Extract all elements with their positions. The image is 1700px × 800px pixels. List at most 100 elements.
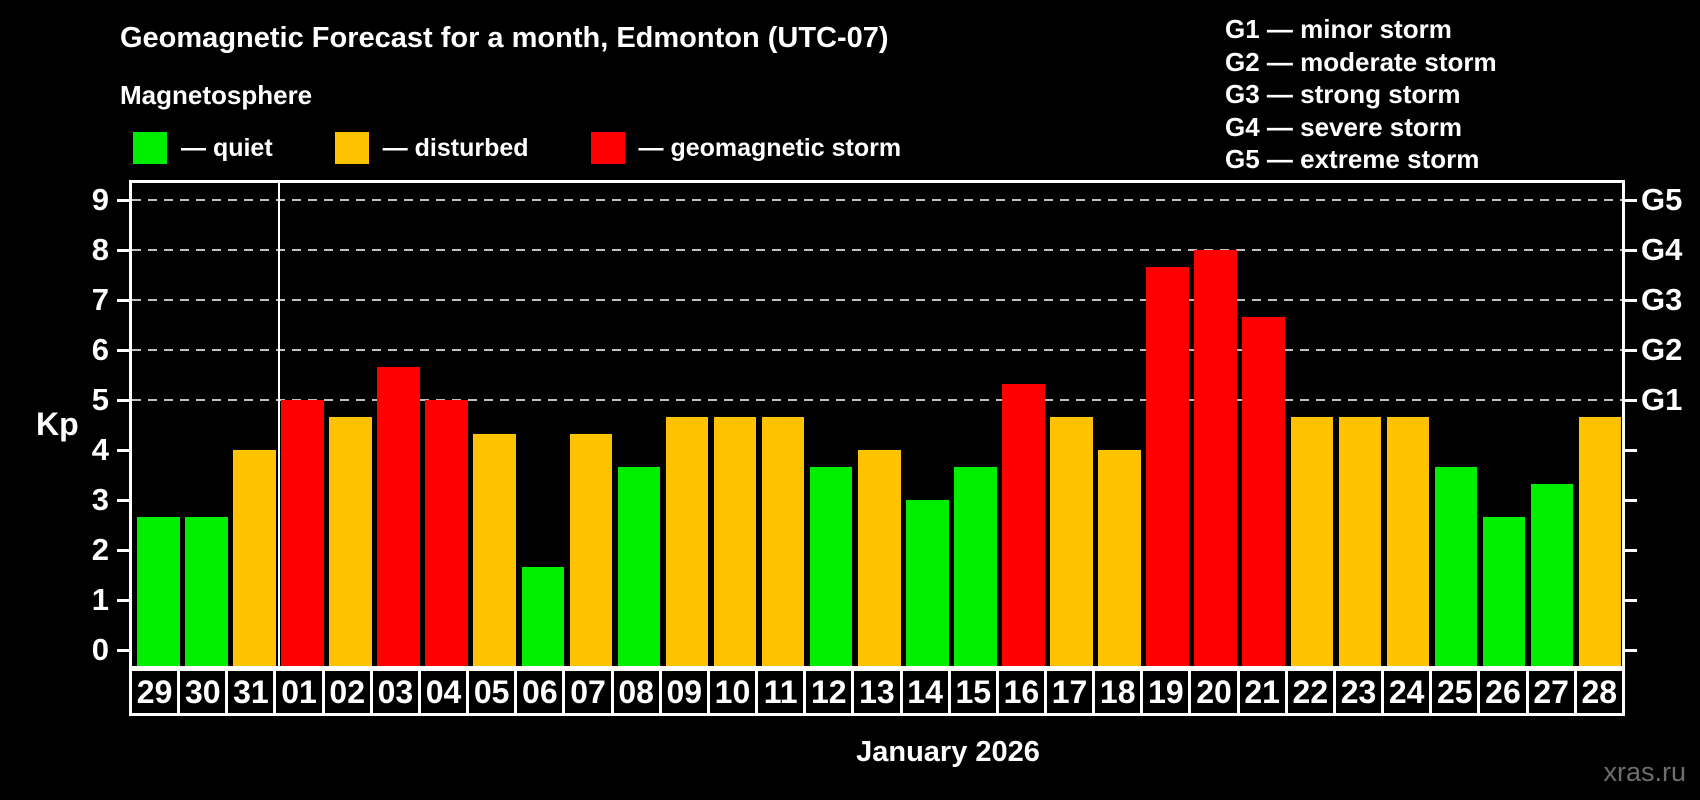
day-label-14: 14 (899, 668, 951, 716)
bar-day-08 (617, 466, 661, 666)
right-axis-label-g4: G4 (1641, 232, 1683, 267)
magnetosphere-label: Magnetosphere (120, 80, 313, 110)
month-separator-line (277, 183, 281, 666)
y-axis-tick-label-6: 6 (91, 332, 109, 367)
gridline-kp5 (132, 399, 1622, 401)
legend-label-quiet: — quiet (181, 133, 273, 162)
y-axis-tick-right-0 (1625, 648, 1637, 652)
y-axis-tick-right-1 (1625, 598, 1637, 602)
legend-label-disturbed: — disturbed (382, 133, 529, 162)
day-label-27: 27 (1525, 668, 1577, 716)
y-axis-tick-label-3: 3 (91, 482, 109, 517)
bar-day-15 (954, 466, 997, 666)
bar-day-05 (473, 433, 516, 666)
quiet-color-swatch-icon (133, 132, 167, 164)
watermark: xras.ru (1603, 757, 1686, 787)
bar-day-30 (185, 516, 228, 666)
legend-item-storm: — geomagnetic storm (590, 132, 901, 164)
legend-item-quiet: — quiet (133, 132, 273, 164)
gridline-kp7 (132, 299, 1622, 301)
y-axis-tick-label-0: 0 (91, 632, 109, 667)
disturbed-color-swatch-icon (334, 132, 369, 164)
g-scale-item-g5: G5 — extreme storm (1225, 144, 1480, 174)
day-label-11: 11 (755, 668, 807, 716)
day-label-04: 04 (417, 668, 470, 716)
day-label-03: 03 (369, 668, 421, 716)
x-axis-title: January 2026 (856, 736, 1040, 768)
g-scale-item-g4: G4 — severe storm (1225, 111, 1463, 142)
day-label-16: 16 (995, 668, 1047, 716)
right-axis-label-g5: G5 (1641, 182, 1683, 217)
day-label-29: 29 (129, 668, 181, 716)
y-axis-tick-label-4: 4 (91, 432, 109, 467)
day-label-22: 22 (1284, 668, 1336, 716)
bar-day-01 (281, 400, 324, 666)
bar-day-26 (1482, 516, 1526, 666)
y-axis-tick-label-8: 8 (91, 232, 109, 267)
y-axis-tick-right-8 (1625, 248, 1637, 252)
plot-area (129, 180, 1625, 669)
bar-day-18 (1098, 450, 1141, 666)
y-axis-tick-left-7 (117, 298, 129, 302)
gridline-kp8 (132, 249, 1622, 251)
bar-day-31 (233, 450, 276, 666)
bar-day-23 (1338, 416, 1382, 666)
bar-day-09 (665, 416, 709, 666)
chart-title: Geomagnetic Forecast for a month, Edmont… (120, 22, 889, 54)
y-axis-tick-left-1 (117, 598, 129, 602)
legend-item-disturbed: — disturbed (334, 132, 529, 164)
day-label-30: 30 (177, 668, 229, 716)
bar-day-06 (521, 566, 565, 666)
day-label-09: 09 (658, 668, 710, 716)
y-axis-tick-left-2 (117, 548, 129, 552)
y-axis-tick-label-7: 7 (91, 282, 109, 317)
y-axis-tick-right-5 (1625, 398, 1637, 402)
bar-day-29 (137, 516, 180, 666)
y-axis-tick-right-3 (1625, 498, 1637, 502)
y-axis-tick-left-8 (117, 248, 129, 252)
bar-day-13 (857, 450, 901, 666)
bar-day-04 (425, 400, 468, 666)
x-axis-day-row: 29 30 31 01 02 03 04 05 06 07 08 09 10 11 12 13 14 15 16 17… (129, 668, 1625, 716)
bar-day-16 (1002, 383, 1045, 666)
y-axis-tick-label-9: 9 (91, 182, 109, 217)
day-label-24: 24 (1381, 668, 1433, 716)
day-label-19: 19 (1140, 668, 1192, 716)
day-label-08: 08 (610, 668, 662, 716)
bar-day-21 (1242, 316, 1286, 666)
gridline-kp6 (132, 349, 1622, 351)
day-label-31: 31 (225, 668, 277, 716)
y-axis-tick-right-4 (1625, 448, 1637, 452)
bar-day-28 (1578, 416, 1622, 666)
day-label-18: 18 (1092, 668, 1144, 716)
day-label-05: 05 (466, 668, 518, 716)
day-label-07: 07 (562, 668, 614, 716)
bar-day-17 (1050, 416, 1093, 666)
bar-day-12 (809, 466, 853, 666)
day-label-20: 20 (1188, 668, 1240, 716)
bar-day-24 (1386, 416, 1430, 666)
y-axis-tick-right-6 (1625, 348, 1637, 352)
bar-day-20 (1194, 250, 1237, 666)
bar-day-10 (713, 416, 757, 666)
day-label-15: 15 (947, 668, 999, 716)
status-legend: — quiet — disturbed — geomagnetic storm (133, 132, 901, 164)
bar-day-27 (1530, 483, 1574, 666)
day-label-25: 25 (1429, 668, 1481, 716)
bar-day-25 (1434, 466, 1478, 666)
g-scale-item-g2: G2 — moderate storm (1225, 46, 1497, 77)
y-axis-tick-right-7 (1625, 298, 1637, 302)
day-label-26: 26 (1477, 668, 1529, 716)
day-label-06: 06 (514, 668, 566, 716)
bar-day-14 (906, 500, 949, 666)
y-axis-tick-left-5 (117, 398, 129, 402)
bar-day-22 (1290, 416, 1334, 666)
right-axis-label-g2: G2 (1641, 332, 1683, 367)
day-label-28: 28 (1573, 668, 1625, 716)
storm-color-swatch-icon (590, 132, 625, 164)
y-axis-tick-left-9 (117, 198, 129, 202)
y-axis-title: Kp (36, 406, 79, 442)
bar-day-07 (569, 433, 613, 666)
day-label-02: 02 (321, 668, 373, 716)
